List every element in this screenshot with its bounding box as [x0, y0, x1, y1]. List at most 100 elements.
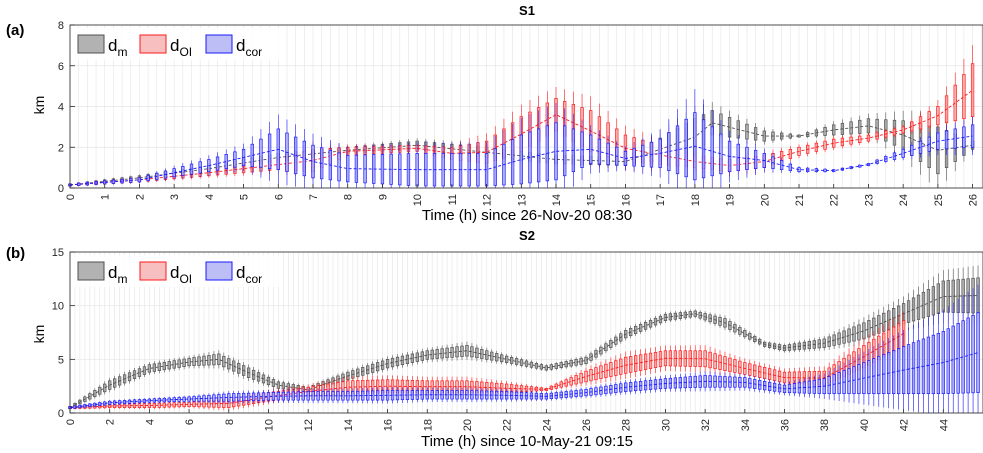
box [788, 163, 792, 172]
x-tick-label: 16 [383, 419, 395, 431]
box [743, 330, 747, 338]
y-tick-label: 15 [52, 247, 64, 259]
x-tick-label: 26 [968, 194, 980, 206]
x-tick-label: 23 [863, 194, 875, 206]
legend-entry-OI: dOI [170, 263, 192, 286]
y-tick-label: 8 [58, 20, 64, 32]
x-tick-label: 14 [343, 419, 355, 431]
box [524, 360, 529, 367]
panel-label-a: (a) [6, 22, 24, 39]
box [643, 321, 648, 330]
panel-title-b: S2 [519, 228, 535, 243]
box [259, 138, 263, 168]
x-tick-label: 5 [239, 194, 251, 200]
box [634, 325, 638, 334]
y-axis-label-b: km [31, 325, 47, 344]
x-tick-label: 12 [482, 194, 494, 206]
box [962, 74, 966, 120]
box [242, 392, 246, 402]
x-tick-label: 25 [933, 194, 945, 206]
legend-swatch [77, 34, 105, 54]
x-tick-label: 20 [462, 419, 474, 431]
x-tick-label: 17 [655, 194, 667, 206]
legend-swatch [139, 34, 167, 54]
x-tick-label: 2 [134, 194, 146, 200]
box [648, 319, 653, 328]
box [658, 315, 663, 324]
x-tick-label: 30 [660, 419, 672, 431]
box [710, 126, 714, 177]
box [748, 332, 752, 340]
box [251, 392, 256, 401]
x-tick-label: 4 [204, 194, 216, 200]
box [346, 155, 350, 183]
box [147, 364, 152, 373]
x-tick-label: 21 [794, 194, 806, 206]
x-tick-label: 2 [105, 419, 117, 425]
x-tick-label: 36 [780, 419, 792, 431]
legend-swatch [205, 34, 233, 54]
legend-box [72, 28, 282, 60]
box [738, 327, 742, 335]
x-tick-label: 1 [100, 194, 112, 200]
box [222, 355, 226, 368]
x-tick-label: 14 [551, 194, 563, 206]
x-tick-label: 0 [65, 419, 77, 425]
x-tick-label: 26 [581, 419, 593, 431]
box [181, 166, 185, 176]
box [584, 356, 588, 364]
x-tick-label: 0 [65, 194, 77, 200]
x-tick-label: 28 [621, 419, 633, 431]
y-tick-label: 4 [58, 102, 64, 114]
median-line [69, 122, 973, 186]
legend-a: dm dOI dcor [72, 28, 282, 60]
panel-title-a: S1 [519, 3, 535, 18]
x-tick-label: 44 [938, 419, 950, 431]
box [574, 375, 578, 385]
box [823, 168, 827, 173]
box [256, 392, 261, 401]
box [261, 392, 266, 401]
box [921, 291, 926, 319]
panel-label-b: (b) [6, 245, 25, 262]
box [910, 121, 914, 132]
median-line [69, 295, 979, 409]
x-tick-label: 11 [447, 194, 459, 205]
box [638, 323, 643, 332]
legend-entry-cor: dcor [236, 263, 262, 286]
box [271, 379, 276, 387]
x-tick-label: 18 [690, 194, 702, 206]
x-tick-label: 22 [829, 194, 841, 206]
box [227, 358, 231, 370]
x-tick-label: 40 [859, 419, 871, 431]
x-tick-label: 34 [740, 419, 752, 431]
x-tick-label: 32 [700, 419, 712, 431]
legend-b: dm dOI dcor [72, 255, 282, 287]
box [187, 357, 191, 367]
box [604, 343, 608, 352]
box [93, 390, 97, 397]
x-tick-label: 6 [273, 194, 285, 200]
box [653, 317, 658, 326]
box [246, 392, 251, 402]
legend-swatch [77, 261, 105, 281]
x-tick-label: 42 [899, 419, 911, 431]
y-tick-label: 0 [58, 408, 64, 420]
x-tick-label: 10 [412, 194, 424, 206]
y-tick-label: 10 [52, 301, 64, 313]
x-tick-label: 7 [308, 194, 320, 200]
x-tick-label: 19 [725, 194, 737, 206]
median-line [69, 89, 973, 186]
panel-a: (a) S1 km Time (h) since 26-Nov-20 08:30… [6, 3, 983, 224]
box [98, 386, 102, 395]
legend-box [72, 255, 282, 287]
x-tick-label: 22 [502, 419, 514, 431]
box [579, 372, 583, 384]
x-tick-label: 6 [184, 419, 196, 425]
legend-swatch [139, 261, 167, 281]
median-line [69, 352, 979, 409]
box [103, 383, 107, 393]
y-tick-label: 5 [58, 354, 64, 366]
median-line [69, 135, 973, 186]
